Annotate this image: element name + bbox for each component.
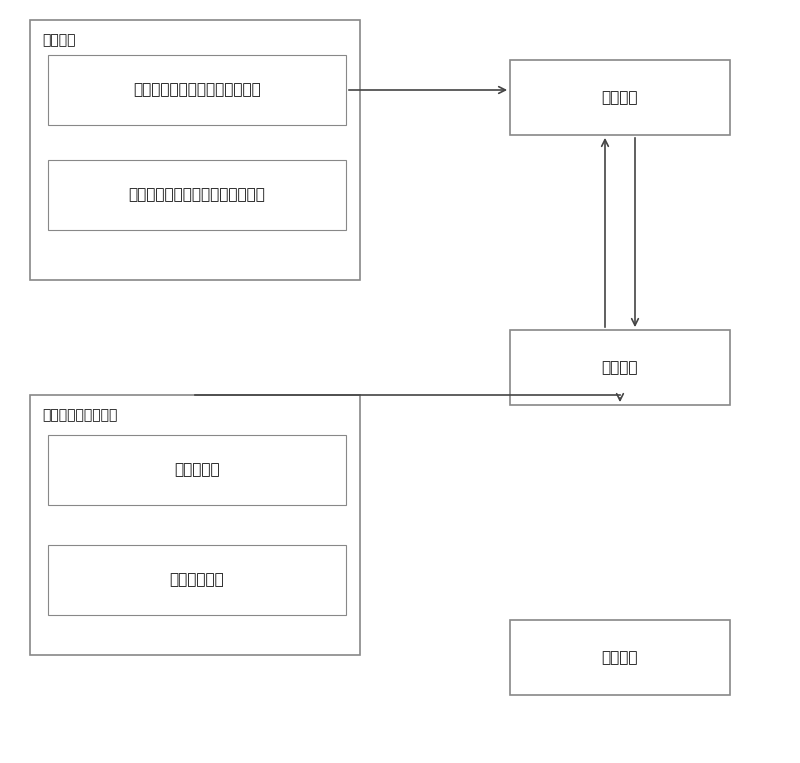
- Text: 存储模块: 存储模块: [42, 33, 75, 47]
- Bar: [30, 20, 360, 280]
- Bar: [48, 435, 346, 505]
- Bar: [48, 55, 346, 125]
- Bar: [30, 395, 360, 655]
- Text: 白酒信息和荧光特征参量数据库: 白酒信息和荧光特征参量数据库: [133, 82, 261, 98]
- Text: 数据处理单元: 数据处理单元: [170, 572, 224, 588]
- Text: 测量及数据处理模块: 测量及数据处理模块: [42, 408, 118, 422]
- Text: 荧光光谱仪: 荧光光谱仪: [174, 462, 220, 478]
- Bar: [510, 60, 730, 135]
- Text: 计算模块: 计算模块: [602, 360, 638, 375]
- Text: 输出模块: 输出模块: [602, 650, 638, 665]
- Text: 查询模块: 查询模块: [602, 90, 638, 105]
- Bar: [510, 620, 730, 695]
- Bar: [510, 330, 730, 405]
- Text: 白酒三维等角、等高线荧光光谱图: 白酒三维等角、等高线荧光光谱图: [129, 188, 266, 202]
- Bar: [48, 545, 346, 615]
- Bar: [48, 160, 346, 230]
